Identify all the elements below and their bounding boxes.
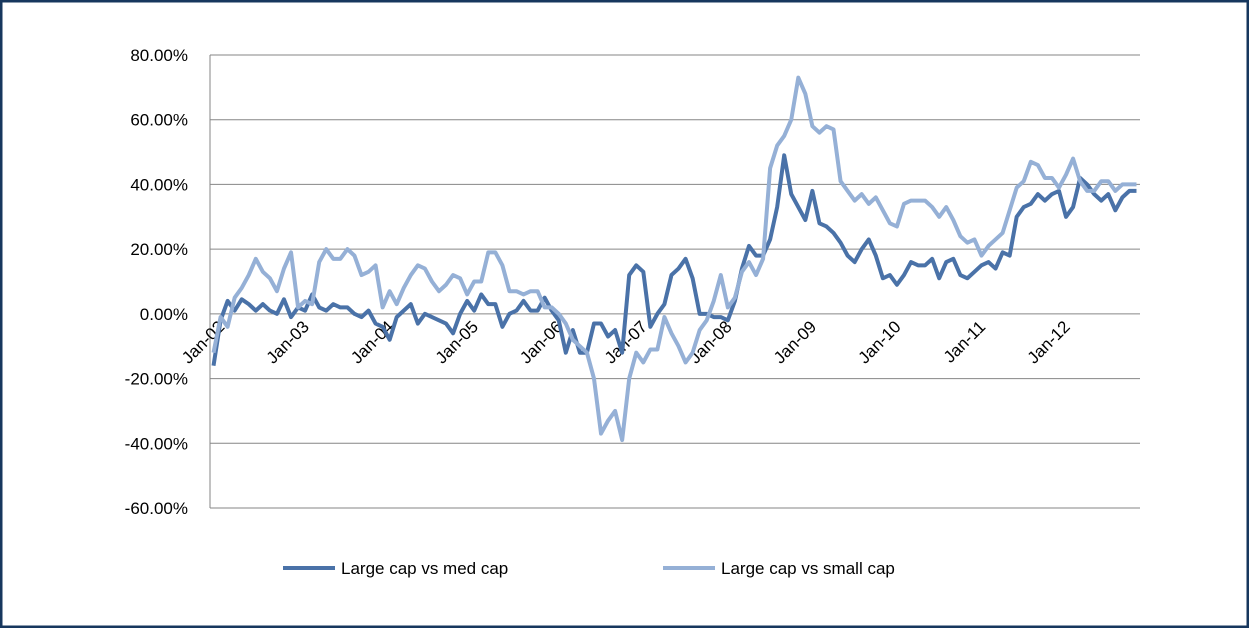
legend-label: Large cap vs med cap (341, 559, 508, 578)
y-tick-label: -40.00% (125, 434, 188, 453)
y-tick-label: -60.00% (125, 499, 188, 518)
y-tick-label: -20.00% (125, 370, 188, 389)
series-line (211, 75, 1137, 443)
legend-label: Large cap vs small cap (721, 559, 895, 578)
y-tick-label: 0.00% (140, 305, 188, 324)
y-tick-label: 40.00% (130, 175, 188, 194)
series-line (211, 153, 1137, 366)
y-tick-label: 80.00% (130, 46, 188, 65)
y-tick-label: 60.00% (130, 111, 188, 130)
y-tick-label: 20.00% (130, 240, 188, 259)
